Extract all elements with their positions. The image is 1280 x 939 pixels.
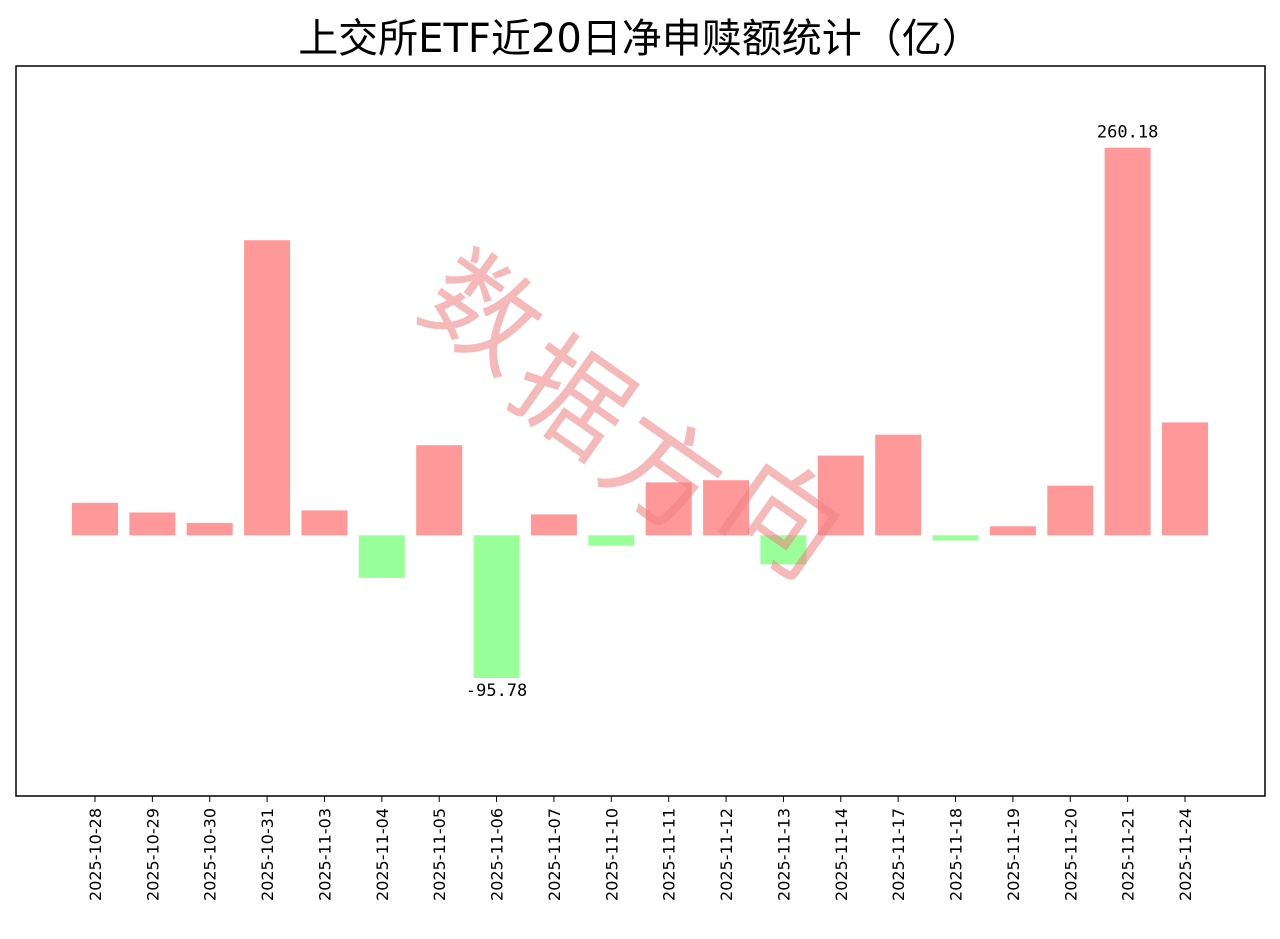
x-tick-label: 2025-10-31	[258, 808, 277, 901]
x-tick-label: 2025-11-04	[373, 808, 392, 901]
bar-2025-10-30	[186, 522, 233, 536]
bar-2025-11-14	[817, 455, 864, 536]
data-label: 260.18	[1097, 123, 1158, 143]
x-tick-label: 2025-11-24	[1176, 808, 1195, 901]
bar-2025-11-11	[645, 482, 692, 536]
x-tick-label: 2025-11-18	[947, 808, 966, 901]
plot-area-frame	[15, 65, 1266, 797]
bar-2025-11-24	[1162, 422, 1208, 536]
x-tick-label: 2025-10-28	[86, 808, 105, 901]
x-tick-label: 2025-11-06	[488, 808, 507, 901]
bar-2025-11-19	[989, 526, 1036, 536]
bars-group	[72, 147, 1208, 678]
bar-2025-10-29	[129, 512, 176, 536]
bar-2025-11-05	[416, 445, 463, 536]
bar-2025-11-20	[1047, 485, 1094, 536]
bar-2025-11-17	[875, 434, 922, 536]
bar-2025-11-10	[588, 535, 635, 546]
data-labels: -95.78 260.18	[466, 123, 1158, 701]
x-tick-label: 2025-11-14	[832, 808, 851, 901]
bar-2025-10-31	[244, 240, 291, 536]
bar-2025-11-06	[473, 535, 520, 678]
x-tick-label: 2025-11-07	[545, 808, 564, 901]
bar-2025-11-04	[358, 535, 405, 578]
x-axis-ticks: 2025-10-28 2025-10-29 2025-10-30 2025-10-31…	[86, 796, 1195, 901]
bar-2025-11-03	[301, 510, 348, 536]
x-tick-label: 2025-10-30	[201, 808, 220, 901]
x-tick-label: 2025-11-12	[717, 808, 736, 901]
data-label: -95.78	[466, 681, 527, 701]
bar-2025-11-12	[703, 480, 750, 536]
x-tick-label: 2025-11-21	[1119, 808, 1138, 901]
bar-2025-11-07	[530, 514, 577, 536]
x-tick-label: 2025-11-10	[602, 808, 621, 901]
x-tick-label: 2025-11-17	[889, 808, 908, 901]
x-tick-label: 2025-11-03	[315, 808, 334, 901]
x-tick-label: 2025-11-05	[430, 808, 449, 901]
x-tick-label: 2025-11-19	[1004, 808, 1023, 901]
x-tick-label: 2025-11-20	[1061, 808, 1080, 901]
x-tick-label: 2025-11-11	[660, 808, 679, 901]
bar-2025-11-13	[760, 535, 807, 565]
x-tick-label: 2025-10-29	[143, 808, 162, 901]
x-tick-label: 2025-11-13	[774, 808, 793, 901]
bar-2025-10-28	[72, 502, 118, 536]
chart-title: 上交所ETF近20日净申赎额统计（亿）	[298, 16, 982, 62]
bar-2025-11-18	[932, 535, 979, 541]
bar-2025-11-21	[1104, 147, 1151, 536]
